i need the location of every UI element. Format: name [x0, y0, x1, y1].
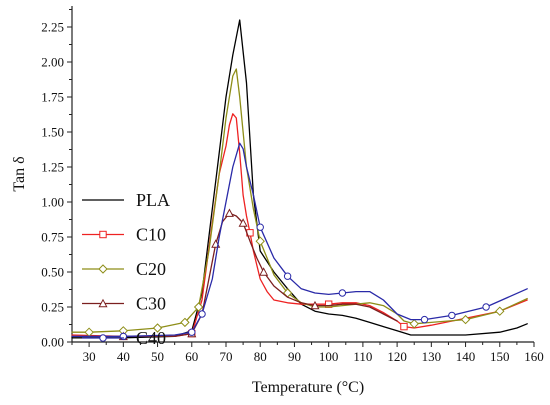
x-tick-label: 150	[490, 349, 510, 364]
x-tick-label: 60	[185, 349, 198, 364]
y-tick-label: 2.25	[41, 20, 64, 35]
legend-marker	[98, 264, 108, 274]
series-line-c30	[71, 212, 398, 338]
legend-label: C20	[136, 259, 166, 279]
x-tick-label: 130	[422, 349, 442, 364]
data-point-c20	[409, 319, 419, 329]
legend-item-c30: C30	[82, 294, 166, 314]
legend-label: C10	[136, 225, 166, 245]
legend-item-c10: C10	[82, 225, 166, 245]
x-tick-label: 50	[151, 349, 164, 364]
data-point-c10	[400, 322, 408, 331]
data-point-c20	[495, 306, 505, 316]
y-tick-label: 1.50	[41, 125, 64, 140]
data-point-c20	[152, 323, 163, 333]
x-tick-label: 140	[456, 349, 476, 364]
data-point-c30	[238, 218, 248, 227]
data-point-c40	[338, 289, 347, 297]
x-tick-label: 80	[254, 349, 267, 364]
series-line-c40	[71, 142, 528, 338]
legend-label: C30	[136, 294, 166, 314]
y-tick-label: 1.25	[41, 160, 64, 175]
data-point-c20	[460, 314, 471, 325]
x-tick-label: 110	[353, 349, 372, 364]
legend-marker	[98, 298, 108, 308]
legend: PLA C10 C20 C30 C40	[82, 190, 170, 348]
legend-item-c20: C20	[82, 259, 166, 279]
series-c20	[71, 68, 528, 337]
legend-label: C40	[136, 328, 166, 348]
data-point-c40	[198, 310, 206, 318]
data-point-c40	[482, 303, 490, 311]
data-point-c20	[193, 302, 204, 312]
x-tick-label: 160	[524, 349, 544, 364]
data-point-c40	[420, 315, 429, 324]
x-axis-title: Temperature (°C)	[252, 379, 364, 396]
data-point-c40	[188, 328, 196, 336]
y-axis-title: Tan δ	[11, 156, 28, 191]
data-point-c40	[448, 311, 456, 320]
y-tick-label: 0.50	[41, 265, 64, 280]
legend-marker	[99, 230, 107, 239]
series-c30	[71, 208, 398, 341]
data-point-c30	[224, 208, 234, 217]
y-tick-label: 0.00	[41, 335, 64, 350]
legend-marker	[99, 334, 107, 342]
data-point-c20	[255, 236, 265, 246]
y-tick-label: 0.75	[41, 230, 64, 245]
y-tick-label: 2.00	[41, 55, 64, 70]
y-tick-label: 0.25	[41, 300, 64, 315]
data-point-c40	[283, 272, 292, 280]
x-tick-label: 90	[288, 349, 301, 364]
legend-label: PLA	[136, 190, 170, 210]
plot-area	[71, 19, 528, 341]
x-tick-label: 100	[319, 349, 339, 364]
legend-item-c40: C40	[82, 328, 166, 348]
data-point-c40	[256, 223, 264, 231]
x-tick-label: 120	[387, 349, 407, 364]
axes-group: 30 40 50 60 70 80 90 100 110 120 130 140 150 160 0.00 0…	[41, 6, 544, 364]
series-pla	[71, 19, 528, 339]
legend-item-pla: PLA	[82, 190, 170, 210]
data-point-c30	[310, 300, 320, 310]
series-line-pla	[71, 19, 528, 339]
x-tick-label: 40	[117, 349, 130, 364]
y-tick-label: 1.75	[41, 90, 64, 105]
series-c40	[71, 142, 528, 341]
data-point-c30	[259, 267, 269, 276]
x-tick-label: 70	[220, 349, 233, 364]
y-tick-label: 1.00	[41, 195, 64, 210]
x-tick-label: 30	[83, 349, 96, 364]
data-point-c20	[180, 317, 190, 328]
